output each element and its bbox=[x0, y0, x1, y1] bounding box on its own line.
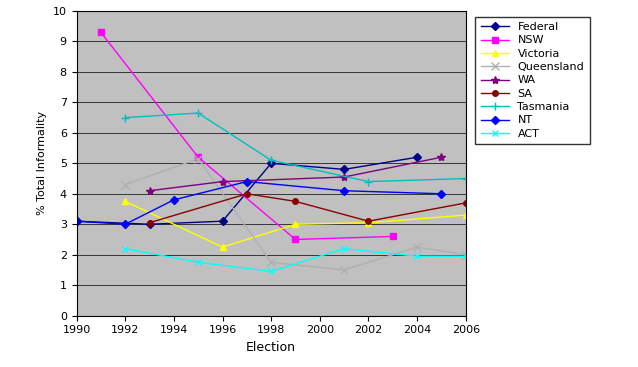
Line: Tasmania: Tasmania bbox=[121, 109, 470, 186]
Line: Federal: Federal bbox=[74, 155, 420, 227]
Tasmania bbox=[462, 177, 470, 181]
NSW bbox=[292, 237, 299, 242]
NT bbox=[121, 222, 129, 226]
Victoria bbox=[364, 221, 372, 225]
Queensland bbox=[121, 182, 129, 187]
Victoria bbox=[292, 222, 299, 226]
SA bbox=[145, 221, 153, 225]
Victoria bbox=[121, 199, 129, 204]
Line: ACT: ACT bbox=[122, 245, 469, 275]
Line: NSW: NSW bbox=[98, 30, 396, 242]
NSW bbox=[195, 155, 202, 159]
Queensland bbox=[413, 245, 421, 249]
NSW bbox=[389, 234, 397, 239]
Queensland bbox=[340, 268, 348, 272]
NT bbox=[73, 219, 80, 224]
Tasmania bbox=[195, 111, 202, 115]
Victoria bbox=[219, 245, 226, 249]
Tasmania bbox=[267, 158, 275, 163]
NSW bbox=[97, 30, 105, 34]
ACT bbox=[413, 254, 421, 258]
Victoria bbox=[462, 213, 470, 217]
NT bbox=[340, 189, 348, 193]
NT bbox=[438, 192, 445, 196]
Line: Queensland: Queensland bbox=[121, 155, 470, 274]
ACT bbox=[462, 254, 470, 258]
Federal bbox=[219, 219, 226, 224]
NT bbox=[243, 179, 251, 184]
Federal bbox=[340, 167, 348, 172]
Line: SA: SA bbox=[147, 191, 468, 225]
Tasmania bbox=[364, 179, 372, 184]
ACT bbox=[267, 269, 275, 274]
Queensland bbox=[195, 157, 202, 161]
Federal bbox=[267, 161, 275, 166]
Federal bbox=[413, 155, 421, 159]
SA bbox=[462, 201, 470, 205]
Queensland bbox=[462, 252, 470, 257]
Line: WA: WA bbox=[145, 153, 445, 195]
Queensland bbox=[267, 260, 275, 265]
Federal bbox=[73, 219, 80, 224]
WA bbox=[145, 189, 153, 193]
X-axis label: Election: Election bbox=[246, 341, 296, 354]
Line: NT: NT bbox=[74, 179, 444, 227]
Tasmania bbox=[121, 115, 129, 120]
ACT bbox=[340, 246, 348, 251]
Legend: Federal, NSW, Victoria, Queensland, WA, SA, Tasmania, NT, ACT: Federal, NSW, Victoria, Queensland, WA, … bbox=[475, 17, 590, 144]
SA bbox=[243, 192, 251, 196]
WA bbox=[438, 155, 445, 159]
Line: Victoria: Victoria bbox=[122, 198, 469, 251]
WA bbox=[340, 175, 348, 179]
ACT bbox=[121, 246, 129, 251]
SA bbox=[364, 219, 372, 224]
Federal bbox=[145, 222, 153, 226]
WA bbox=[219, 179, 226, 184]
ACT bbox=[195, 260, 202, 265]
NT bbox=[170, 198, 177, 202]
Y-axis label: % Total Informality: % Total Informality bbox=[37, 111, 47, 215]
SA bbox=[292, 199, 299, 204]
